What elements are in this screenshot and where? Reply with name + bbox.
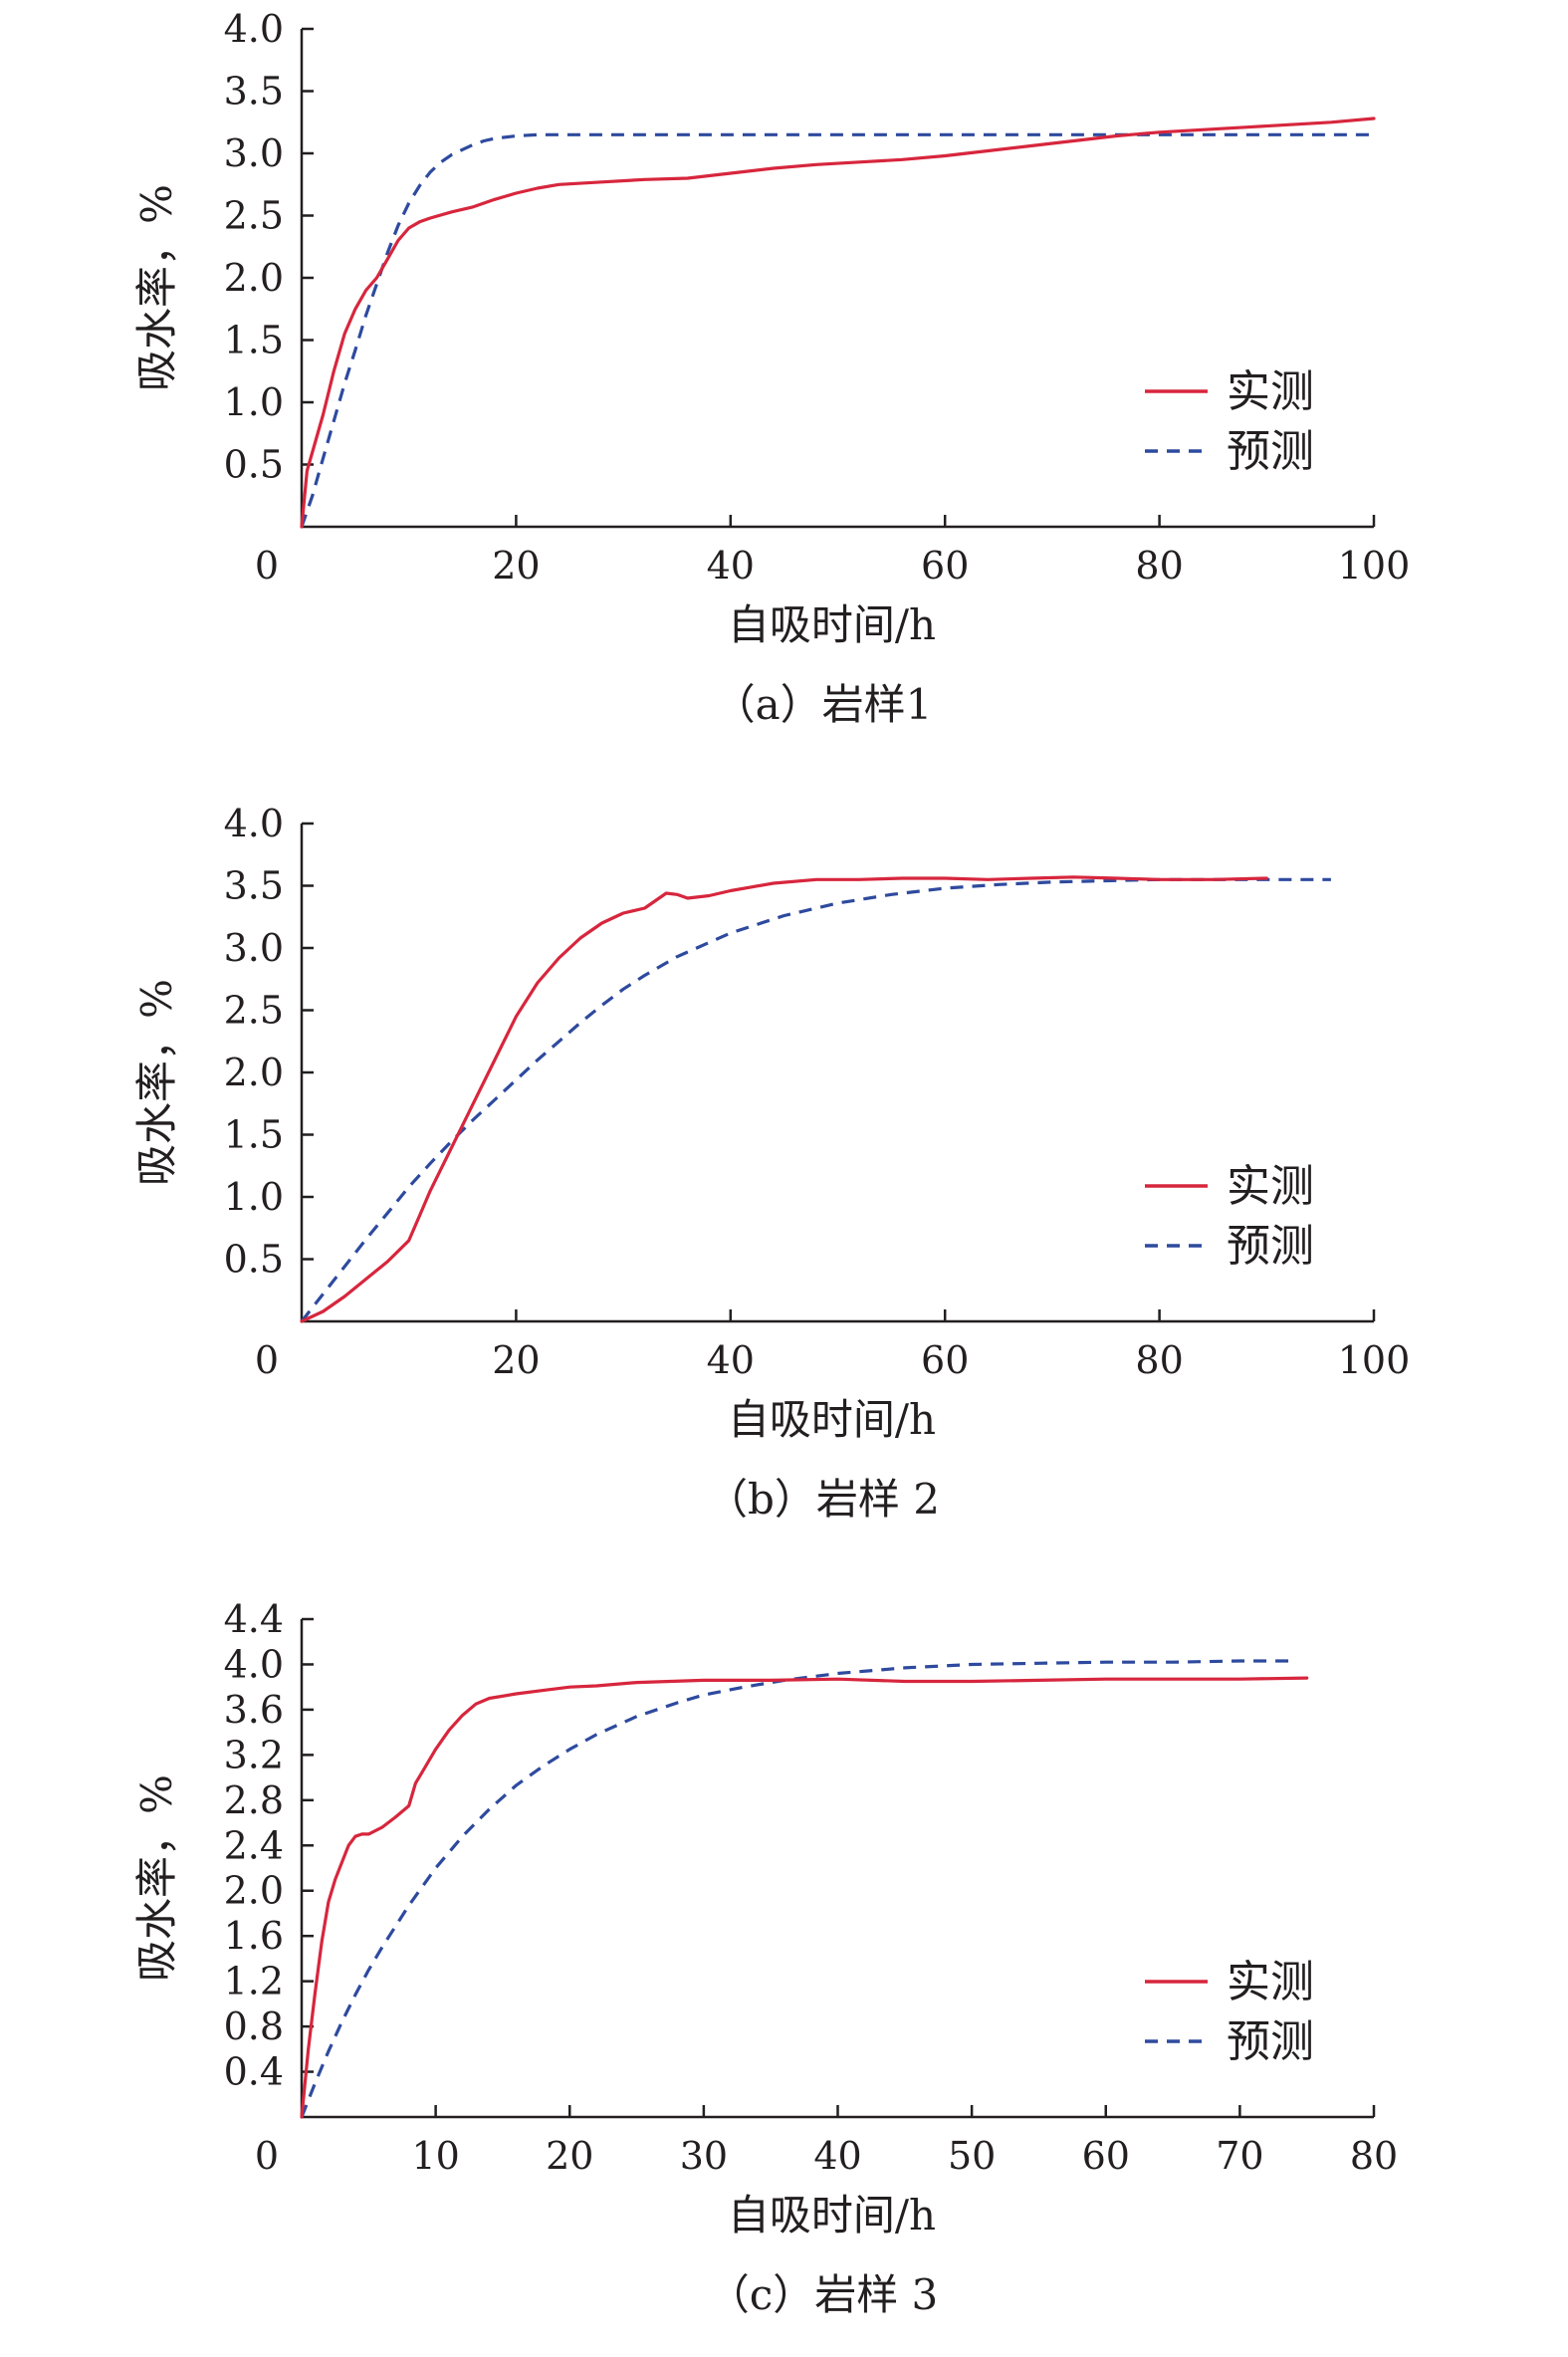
y-tick-label: 0.4 [224,2050,284,2094]
y-tick-label: 3.6 [224,1688,284,1732]
x-tick-label: 60 [921,1338,969,1382]
series-line-predicted [300,877,1331,1322]
x-axis-title: 自吸时间/h [728,600,936,649]
x-axis-title: 自吸时间/h [728,1395,936,1444]
y-axis-title: 吸水率，% [132,979,181,1186]
series-line-measured [300,875,1268,1323]
x-tick-label: 60 [921,544,969,588]
series-line-predicted [300,132,1374,528]
y-tick-label: 2.5 [224,989,284,1033]
legend-label: 预测 [1227,2016,1314,2067]
legend-label: 实测 [1227,1957,1314,2007]
x-tick-label: 30 [680,2134,728,2178]
x-tick-label: 70 [1216,2134,1263,2178]
y-tick-label: 1.2 [224,1960,284,2003]
y-tick-label: 2.5 [224,194,284,238]
panel-caption: （c）岩样 3 [708,2270,939,2319]
y-tick-label: 2.4 [224,1823,284,1867]
y-tick-label: 4.4 [224,1597,284,1641]
x-tick-label: 100 [1338,1338,1411,1382]
x-tick-label: 0 [255,1338,279,1382]
x-tick-label: 20 [546,2134,593,2178]
x-tick-label: 0 [255,544,279,588]
y-tick-label: 4.0 [224,1642,284,1686]
y-tick-label: 0.5 [224,1238,284,1282]
y-tick-label: 2.0 [224,1869,284,1913]
x-tick-label: 80 [1135,1338,1183,1382]
y-tick-label: 1.0 [224,1175,284,1219]
x-axis-title: 自吸时间/h [728,2191,936,2239]
legend-label: 预测 [1227,1221,1314,1272]
y-tick-label: 4.0 [224,7,284,51]
panel-caption: （b）岩样 2 [706,1475,940,1524]
y-tick-label: 0.5 [224,443,284,487]
chart-panel-3: 0 10 20 30 40 50 60 70 800.40.81.21.62.02.42.83.… [132,1597,1398,2319]
panel-caption: （a）岩样1 [714,680,933,729]
y-tick-label: 1.0 [224,380,284,424]
x-tick-label: 40 [707,544,755,588]
x-tick-label: 80 [1135,544,1183,588]
x-tick-label: 40 [813,2134,861,2178]
y-tick-label: 3.5 [224,864,284,908]
y-tick-label: 2.0 [224,256,284,300]
y-tick-label: 3.0 [224,131,284,175]
x-tick-label: 60 [1082,2134,1130,2178]
y-tick-label: 3.5 [224,70,284,114]
legend-label: 预测 [1227,426,1314,477]
series-line-measured [300,1676,1309,2119]
y-tick-label: 1.5 [224,319,284,362]
x-tick-label: 40 [707,1338,755,1382]
y-tick-label: 3.2 [224,1733,284,1776]
series-line-measured [300,117,1376,529]
y-tick-label: 0.8 [224,2004,284,2048]
x-tick-label: 10 [411,2134,459,2178]
legend-label: 实测 [1227,366,1314,417]
x-tick-label: 20 [492,1338,540,1382]
y-tick-label: 2.8 [224,1778,284,1822]
legend-label: 实测 [1227,1161,1314,1212]
y-tick-label: 4.0 [224,802,284,845]
y-tick-label: 1.6 [224,1914,284,1958]
x-tick-label: 80 [1350,2134,1398,2178]
x-tick-label: 100 [1338,544,1411,588]
x-tick-label: 20 [492,544,540,588]
y-tick-label: 2.0 [224,1051,284,1094]
y-axis-title: 吸水率，% [132,1774,181,1982]
chart-panel-2: 0 20 40 60 80 100 0.5 1.0 1.5 2.0 2.5 3.0 3.5 4.0 自吸时间… [132,802,1410,1524]
chart-panel-1: 0 20 40 60 80 100 0.5 1.0 1.5 2.0 2.5 3.0 3.5 4.0 自吸时间… [132,7,1410,729]
y-axis-title: 吸水率，% [132,184,181,391]
x-tick-label: 50 [948,2134,996,2178]
x-tick-label: 0 [255,2134,279,2178]
y-tick-label: 3.0 [224,926,284,970]
y-tick-label: 1.5 [224,1113,284,1157]
